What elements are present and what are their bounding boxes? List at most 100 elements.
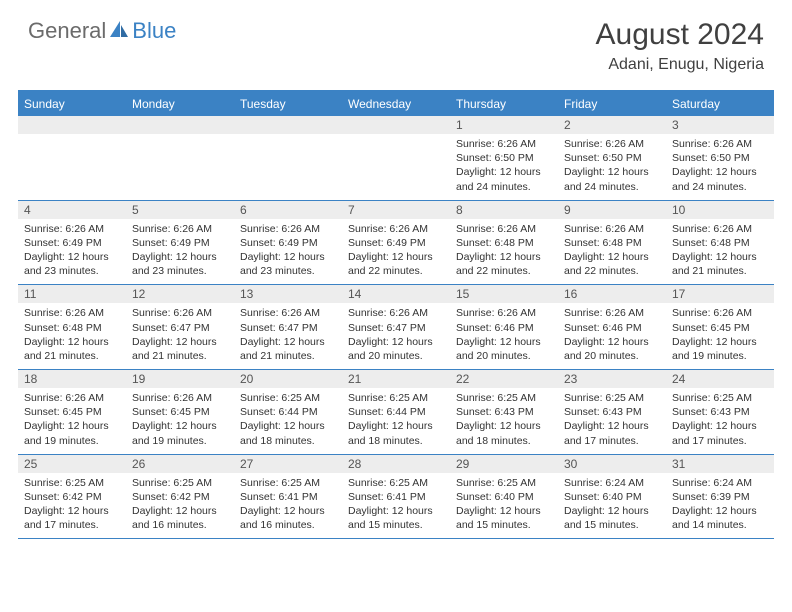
day-info: Sunrise: 6:26 AMSunset: 6:49 PMDaylight:… <box>234 219 342 285</box>
day-cell: 4Sunrise: 6:26 AMSunset: 6:49 PMDaylight… <box>18 201 126 285</box>
day-cell: 29Sunrise: 6:25 AMSunset: 6:40 PMDayligh… <box>450 455 558 539</box>
date-number: 4 <box>18 201 126 219</box>
day-cell: 13Sunrise: 6:26 AMSunset: 6:47 PMDayligh… <box>234 285 342 369</box>
sunrise-text: Sunrise: 6:25 AM <box>348 476 444 490</box>
title-block: August 2024 Adani, Enugu, Nigeria <box>596 18 764 74</box>
sunrise-text: Sunrise: 6:25 AM <box>456 391 552 405</box>
empty-date <box>234 116 342 134</box>
day-info: Sunrise: 6:26 AMSunset: 6:48 PMDaylight:… <box>558 219 666 285</box>
date-number: 19 <box>126 370 234 388</box>
sunrise-text: Sunrise: 6:25 AM <box>348 391 444 405</box>
logo-word-blue: Blue <box>132 18 176 44</box>
day-cell: 14Sunrise: 6:26 AMSunset: 6:47 PMDayligh… <box>342 285 450 369</box>
day-info: Sunrise: 6:26 AMSunset: 6:49 PMDaylight:… <box>342 219 450 285</box>
day-info: Sunrise: 6:26 AMSunset: 6:50 PMDaylight:… <box>666 134 774 200</box>
sunset-text: Sunset: 6:49 PM <box>348 236 444 250</box>
empty-date <box>342 116 450 134</box>
day-cell: 18Sunrise: 6:26 AMSunset: 6:45 PMDayligh… <box>18 370 126 454</box>
sunset-text: Sunset: 6:49 PM <box>132 236 228 250</box>
daylight-text: Daylight: 12 hours and 21 minutes. <box>240 335 336 363</box>
day-cell: 19Sunrise: 6:26 AMSunset: 6:45 PMDayligh… <box>126 370 234 454</box>
day-cell: 7Sunrise: 6:26 AMSunset: 6:49 PMDaylight… <box>342 201 450 285</box>
sunset-text: Sunset: 6:43 PM <box>672 405 768 419</box>
sunrise-text: Sunrise: 6:26 AM <box>672 306 768 320</box>
day-cell: 10Sunrise: 6:26 AMSunset: 6:48 PMDayligh… <box>666 201 774 285</box>
day-info: Sunrise: 6:25 AMSunset: 6:43 PMDaylight:… <box>558 388 666 454</box>
sunrise-text: Sunrise: 6:26 AM <box>132 306 228 320</box>
daylight-text: Daylight: 12 hours and 17 minutes. <box>24 504 120 532</box>
daylight-text: Daylight: 12 hours and 16 minutes. <box>132 504 228 532</box>
day-info: Sunrise: 6:26 AMSunset: 6:47 PMDaylight:… <box>234 303 342 369</box>
sunset-text: Sunset: 6:46 PM <box>456 321 552 335</box>
date-number: 10 <box>666 201 774 219</box>
sunset-text: Sunset: 6:49 PM <box>24 236 120 250</box>
date-number: 12 <box>126 285 234 303</box>
sunset-text: Sunset: 6:45 PM <box>672 321 768 335</box>
daylight-text: Daylight: 12 hours and 21 minutes. <box>672 250 768 278</box>
day-info: Sunrise: 6:25 AMSunset: 6:43 PMDaylight:… <box>450 388 558 454</box>
week-row: 25Sunrise: 6:25 AMSunset: 6:42 PMDayligh… <box>18 455 774 540</box>
date-number: 8 <box>450 201 558 219</box>
day-info: Sunrise: 6:25 AMSunset: 6:42 PMDaylight:… <box>18 473 126 539</box>
date-number: 7 <box>342 201 450 219</box>
daylight-text: Daylight: 12 hours and 20 minutes. <box>564 335 660 363</box>
daylight-text: Daylight: 12 hours and 19 minutes. <box>132 419 228 447</box>
day-cell: 8Sunrise: 6:26 AMSunset: 6:48 PMDaylight… <box>450 201 558 285</box>
sunrise-text: Sunrise: 6:26 AM <box>348 306 444 320</box>
date-number: 31 <box>666 455 774 473</box>
sunrise-text: Sunrise: 6:26 AM <box>564 137 660 151</box>
day-info: Sunrise: 6:26 AMSunset: 6:46 PMDaylight:… <box>558 303 666 369</box>
day-cell: 22Sunrise: 6:25 AMSunset: 6:43 PMDayligh… <box>450 370 558 454</box>
day-cell: 5Sunrise: 6:26 AMSunset: 6:49 PMDaylight… <box>126 201 234 285</box>
sunset-text: Sunset: 6:39 PM <box>672 490 768 504</box>
day-cell: 25Sunrise: 6:25 AMSunset: 6:42 PMDayligh… <box>18 455 126 539</box>
day-header: Monday <box>126 92 234 116</box>
sunrise-text: Sunrise: 6:25 AM <box>24 476 120 490</box>
location-subtitle: Adani, Enugu, Nigeria <box>596 56 764 74</box>
day-info: Sunrise: 6:25 AMSunset: 6:44 PMDaylight:… <box>234 388 342 454</box>
sunrise-text: Sunrise: 6:25 AM <box>132 476 228 490</box>
sunset-text: Sunset: 6:46 PM <box>564 321 660 335</box>
day-cell: 11Sunrise: 6:26 AMSunset: 6:48 PMDayligh… <box>18 285 126 369</box>
day-cell: 2Sunrise: 6:26 AMSunset: 6:50 PMDaylight… <box>558 116 666 200</box>
sunset-text: Sunset: 6:42 PM <box>24 490 120 504</box>
empty-date <box>18 116 126 134</box>
sunset-text: Sunset: 6:47 PM <box>348 321 444 335</box>
sunset-text: Sunset: 6:42 PM <box>132 490 228 504</box>
day-info: Sunrise: 6:26 AMSunset: 6:47 PMDaylight:… <box>342 303 450 369</box>
day-header-row: SundayMondayTuesdayWednesdayThursdayFrid… <box>18 92 774 116</box>
date-number: 23 <box>558 370 666 388</box>
date-number: 3 <box>666 116 774 134</box>
day-cell <box>18 116 126 200</box>
sunrise-text: Sunrise: 6:26 AM <box>24 222 120 236</box>
logo-word-general: General <box>28 18 106 44</box>
day-header: Sunday <box>18 92 126 116</box>
week-row: 1Sunrise: 6:26 AMSunset: 6:50 PMDaylight… <box>18 116 774 201</box>
date-number: 27 <box>234 455 342 473</box>
day-info: Sunrise: 6:25 AMSunset: 6:41 PMDaylight:… <box>342 473 450 539</box>
sunset-text: Sunset: 6:43 PM <box>456 405 552 419</box>
day-info: Sunrise: 6:26 AMSunset: 6:47 PMDaylight:… <box>126 303 234 369</box>
day-info: Sunrise: 6:26 AMSunset: 6:48 PMDaylight:… <box>18 303 126 369</box>
day-cell: 12Sunrise: 6:26 AMSunset: 6:47 PMDayligh… <box>126 285 234 369</box>
date-number: 14 <box>342 285 450 303</box>
daylight-text: Daylight: 12 hours and 14 minutes. <box>672 504 768 532</box>
sunrise-text: Sunrise: 6:24 AM <box>564 476 660 490</box>
date-number: 29 <box>450 455 558 473</box>
sunrise-text: Sunrise: 6:26 AM <box>456 222 552 236</box>
daylight-text: Daylight: 12 hours and 17 minutes. <box>564 419 660 447</box>
date-number: 17 <box>666 285 774 303</box>
sunset-text: Sunset: 6:44 PM <box>240 405 336 419</box>
date-number: 30 <box>558 455 666 473</box>
daylight-text: Daylight: 12 hours and 19 minutes. <box>672 335 768 363</box>
day-cell: 9Sunrise: 6:26 AMSunset: 6:48 PMDaylight… <box>558 201 666 285</box>
sunset-text: Sunset: 6:50 PM <box>672 151 768 165</box>
sunrise-text: Sunrise: 6:26 AM <box>240 306 336 320</box>
sunrise-text: Sunrise: 6:26 AM <box>456 137 552 151</box>
day-cell: 21Sunrise: 6:25 AMSunset: 6:44 PMDayligh… <box>342 370 450 454</box>
daylight-text: Daylight: 12 hours and 18 minutes. <box>240 419 336 447</box>
month-title: August 2024 <box>596 18 764 52</box>
sunset-text: Sunset: 6:50 PM <box>564 151 660 165</box>
date-number: 2 <box>558 116 666 134</box>
day-info: Sunrise: 6:26 AMSunset: 6:48 PMDaylight:… <box>666 219 774 285</box>
